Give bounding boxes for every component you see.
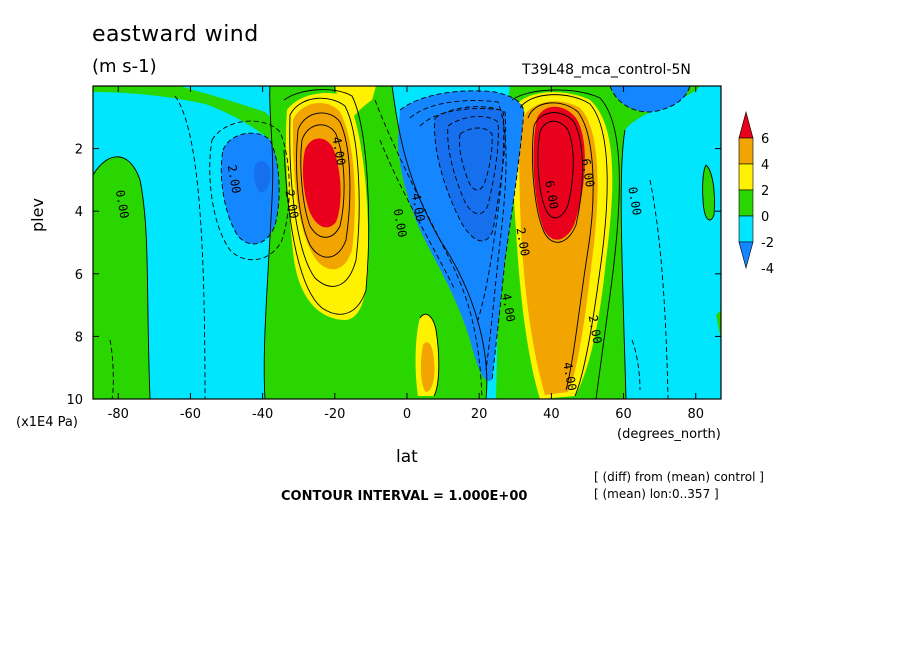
field-green-far-east-low [716, 310, 721, 340]
x-tick-label: -20 [324, 407, 345, 422]
contour-line [263, 86, 274, 399]
contour-line [300, 124, 345, 238]
contour-line [296, 112, 351, 258]
y-tick-label: 4 [75, 205, 83, 220]
contour-line [379, 139, 456, 291]
contour-lines [93, 86, 715, 399]
axis-ticks: -80 -60 -40 -20 0 20 40 60 80 2 4 6 8 10 [66, 86, 721, 422]
contour-line [519, 94, 608, 397]
field-green-top-left [93, 86, 285, 150]
colorbar-segment [738, 215, 754, 243]
contour-line [527, 102, 594, 391]
contour-line [620, 129, 627, 399]
colorbar-label: -2 [761, 236, 774, 251]
contour-label: 0.00 [391, 208, 410, 239]
contour-labels: 0.002.002.004.000.004.002.004.006.006.00… [113, 136, 644, 392]
colorbar-label: 2 [761, 184, 769, 199]
contour-line [631, 339, 641, 391]
chart-title: eastward wind [92, 22, 259, 47]
contour-line [399, 90, 525, 381]
field-red-west [302, 138, 341, 228]
contour-label: 6.00 [542, 179, 561, 210]
contour-line [649, 179, 669, 399]
contour-label: 4.00 [409, 192, 428, 223]
contour-label: 2.00 [282, 189, 301, 220]
x-axis-label: lat [396, 447, 418, 467]
contour-line [409, 100, 507, 371]
contour-interval: CONTOUR INTERVAL = 1.000E+00 [281, 489, 528, 504]
contour-label: 2.00 [513, 226, 532, 257]
field-orange-low [420, 342, 435, 392]
contour-line [93, 156, 151, 399]
y-tick-label: 6 [75, 268, 83, 283]
contour-label: 4.00 [499, 292, 518, 323]
contour-line [434, 106, 507, 242]
wind-field [93, 86, 721, 399]
contour-line [283, 89, 370, 315]
x-tick-label: -60 [180, 407, 201, 422]
contour-label: 2.00 [586, 314, 605, 345]
contour-label: 6.00 [578, 157, 597, 188]
colorbar-top-arrow [738, 110, 754, 139]
x-tick-label: -40 [252, 407, 273, 422]
x-axis-unit: (degrees_north) [617, 427, 721, 442]
contour-line [459, 127, 493, 191]
x-tick-label: 40 [543, 407, 560, 422]
field-blue-spot-west [254, 160, 271, 193]
y-tick-label: 8 [75, 330, 83, 345]
field-green-west [93, 156, 150, 399]
colorbar-segment [738, 189, 754, 217]
colorbar-label: -4 [761, 262, 774, 277]
contour-label: 2.00 [225, 164, 244, 195]
contour-line [537, 120, 574, 219]
contour-line [447, 116, 499, 215]
contour-label: 4.00 [560, 361, 579, 392]
contour-line [289, 97, 360, 287]
contour-line [109, 339, 114, 399]
colorbar-label: 0 [761, 210, 769, 225]
x-tick-label: 20 [471, 407, 488, 422]
contour-line [374, 99, 483, 399]
field-yellow-top [335, 86, 376, 128]
contour-line [220, 132, 280, 245]
field-blue-core [434, 106, 506, 241]
contour-label: 4.00 [329, 136, 348, 167]
contour-label: 0.00 [625, 186, 644, 217]
contour-line [702, 164, 715, 221]
y-tick-label: 2 [75, 143, 83, 158]
contour-line [174, 95, 206, 399]
x-tick-label: 0 [403, 407, 411, 422]
contour-line [209, 120, 290, 261]
colorbar-segment [738, 163, 754, 191]
field-green-far-east [702, 165, 715, 220]
contour-line [532, 112, 583, 243]
contour-line [609, 86, 691, 113]
field-blue-west [221, 133, 280, 244]
chart-units: (m s-1) [92, 56, 157, 77]
y-tick-label: 10 [66, 393, 83, 408]
x-tick-label: 60 [615, 407, 632, 422]
y-axis-unit: (x1E4 Pa) [16, 415, 78, 430]
colorbar-segment [738, 137, 754, 165]
colorbar-label: 6 [761, 132, 769, 147]
field-blue-top-right [610, 86, 690, 112]
x-tick-label: -80 [108, 407, 129, 422]
field-red-east [533, 106, 585, 240]
x-tick-label: 80 [687, 407, 704, 422]
colorbar: 6 4 2 0 -2 -4 [738, 110, 774, 277]
experiment-label: T39L48_mca_control-5N [522, 62, 691, 78]
note-diff: [ (diff) from (mean) control ] [594, 470, 764, 484]
contour-label: 0.00 [113, 189, 132, 220]
note-mean: [ (mean) lon:0..357 ] [594, 487, 719, 501]
contour-line [419, 313, 440, 397]
colorbar-label: 4 [761, 158, 769, 173]
colorbar-bottom-arrow [738, 241, 754, 270]
contour-line [511, 89, 620, 399]
